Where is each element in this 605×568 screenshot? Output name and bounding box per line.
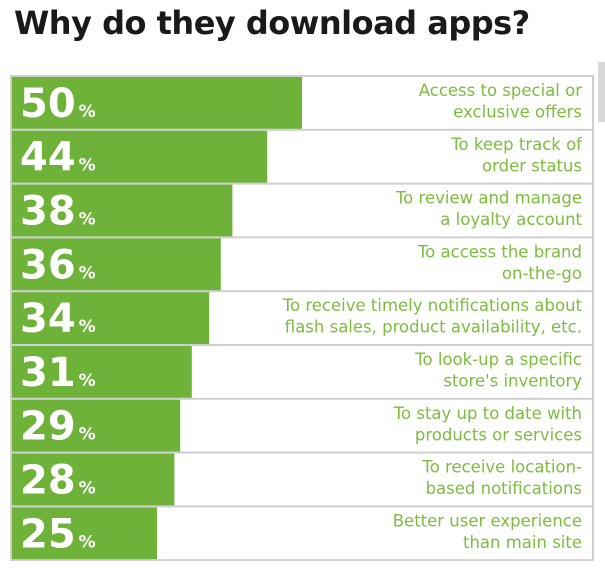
category-label-line: a loyalty account [440, 210, 582, 229]
category-label: To receive timely notifications about fla… [282, 296, 583, 337]
category-label-line: flash sales, product availability, etc. [285, 318, 582, 337]
category-label-line: on-the-go [502, 264, 582, 283]
value-number: 44 [20, 135, 76, 181]
category-label: To stay up to date with products or servi… [393, 404, 582, 445]
value-unit: % [79, 210, 96, 230]
bar [12, 399, 181, 452]
value-unit: % [79, 479, 96, 499]
value-label: 36% [20, 242, 96, 288]
value-unit: % [79, 102, 96, 122]
category-label: To keep track of order status [450, 135, 583, 176]
bar [12, 130, 268, 183]
category-label-line: To receive timely notifications about [282, 296, 583, 315]
value-number: 38 [20, 189, 76, 235]
category-label: Better user experience than main site [393, 511, 582, 552]
value-label: 34% [20, 296, 96, 342]
value-unit: % [79, 371, 96, 391]
value-number: 28 [20, 458, 76, 504]
category-label: To receive location-based notifications [421, 458, 582, 499]
value-label: 29% [20, 404, 96, 450]
category-label: Access to special or exclusive offers [419, 81, 582, 122]
bar [12, 346, 192, 398]
category-label-line: order status [482, 156, 582, 175]
category-label-line: To review and manage [395, 189, 582, 208]
bar [12, 238, 221, 291]
value-number: 50 [20, 81, 76, 127]
value-unit: % [79, 425, 96, 445]
value-unit: % [79, 532, 96, 552]
value-number: 29 [20, 404, 76, 450]
value-number: 25 [20, 511, 76, 557]
category-label-line: store's inventory [443, 372, 582, 391]
category-label-line: To stay up to date with [393, 404, 582, 423]
chart-title: Why do they download apps? [14, 4, 530, 42]
value-label: 44% [20, 135, 96, 181]
category-label: To look-up a specific store's inventory [414, 350, 582, 391]
value-unit: % [79, 263, 96, 283]
category-label-line: than main site [463, 533, 582, 552]
value-number: 31 [20, 350, 76, 396]
value-label: 31% [20, 350, 96, 396]
value-number: 34 [20, 296, 76, 342]
value-unit: % [79, 317, 96, 337]
value-label: 28% [20, 458, 96, 504]
bar [12, 77, 302, 129]
value-number: 36 [20, 242, 76, 288]
category-label-line: products or services [415, 425, 582, 444]
bar [12, 184, 233, 237]
category-label-line: Better user experience [393, 511, 582, 530]
value-label: 50% [20, 81, 96, 127]
bar [12, 507, 157, 560]
category-label: To access the brand on-the-go [417, 242, 582, 283]
value-unit: % [79, 156, 96, 176]
value-label: 38% [20, 189, 96, 235]
page-edge-decoration [598, 62, 605, 122]
category-label-line: based notifications [426, 479, 582, 498]
category-label-line: Access to special or [419, 81, 582, 100]
category-label-line: To access the brand [417, 242, 582, 261]
category-label: To review and manage a loyalty account [395, 189, 583, 230]
category-label-line: To look-up a specific [414, 350, 582, 369]
bar [12, 453, 175, 506]
category-label-line: exclusive offers [453, 103, 582, 122]
category-label-line: To keep track of [450, 135, 583, 154]
bar [12, 292, 210, 344]
category-label-line: To receive location- [421, 458, 582, 477]
value-label: 25% [20, 511, 96, 557]
